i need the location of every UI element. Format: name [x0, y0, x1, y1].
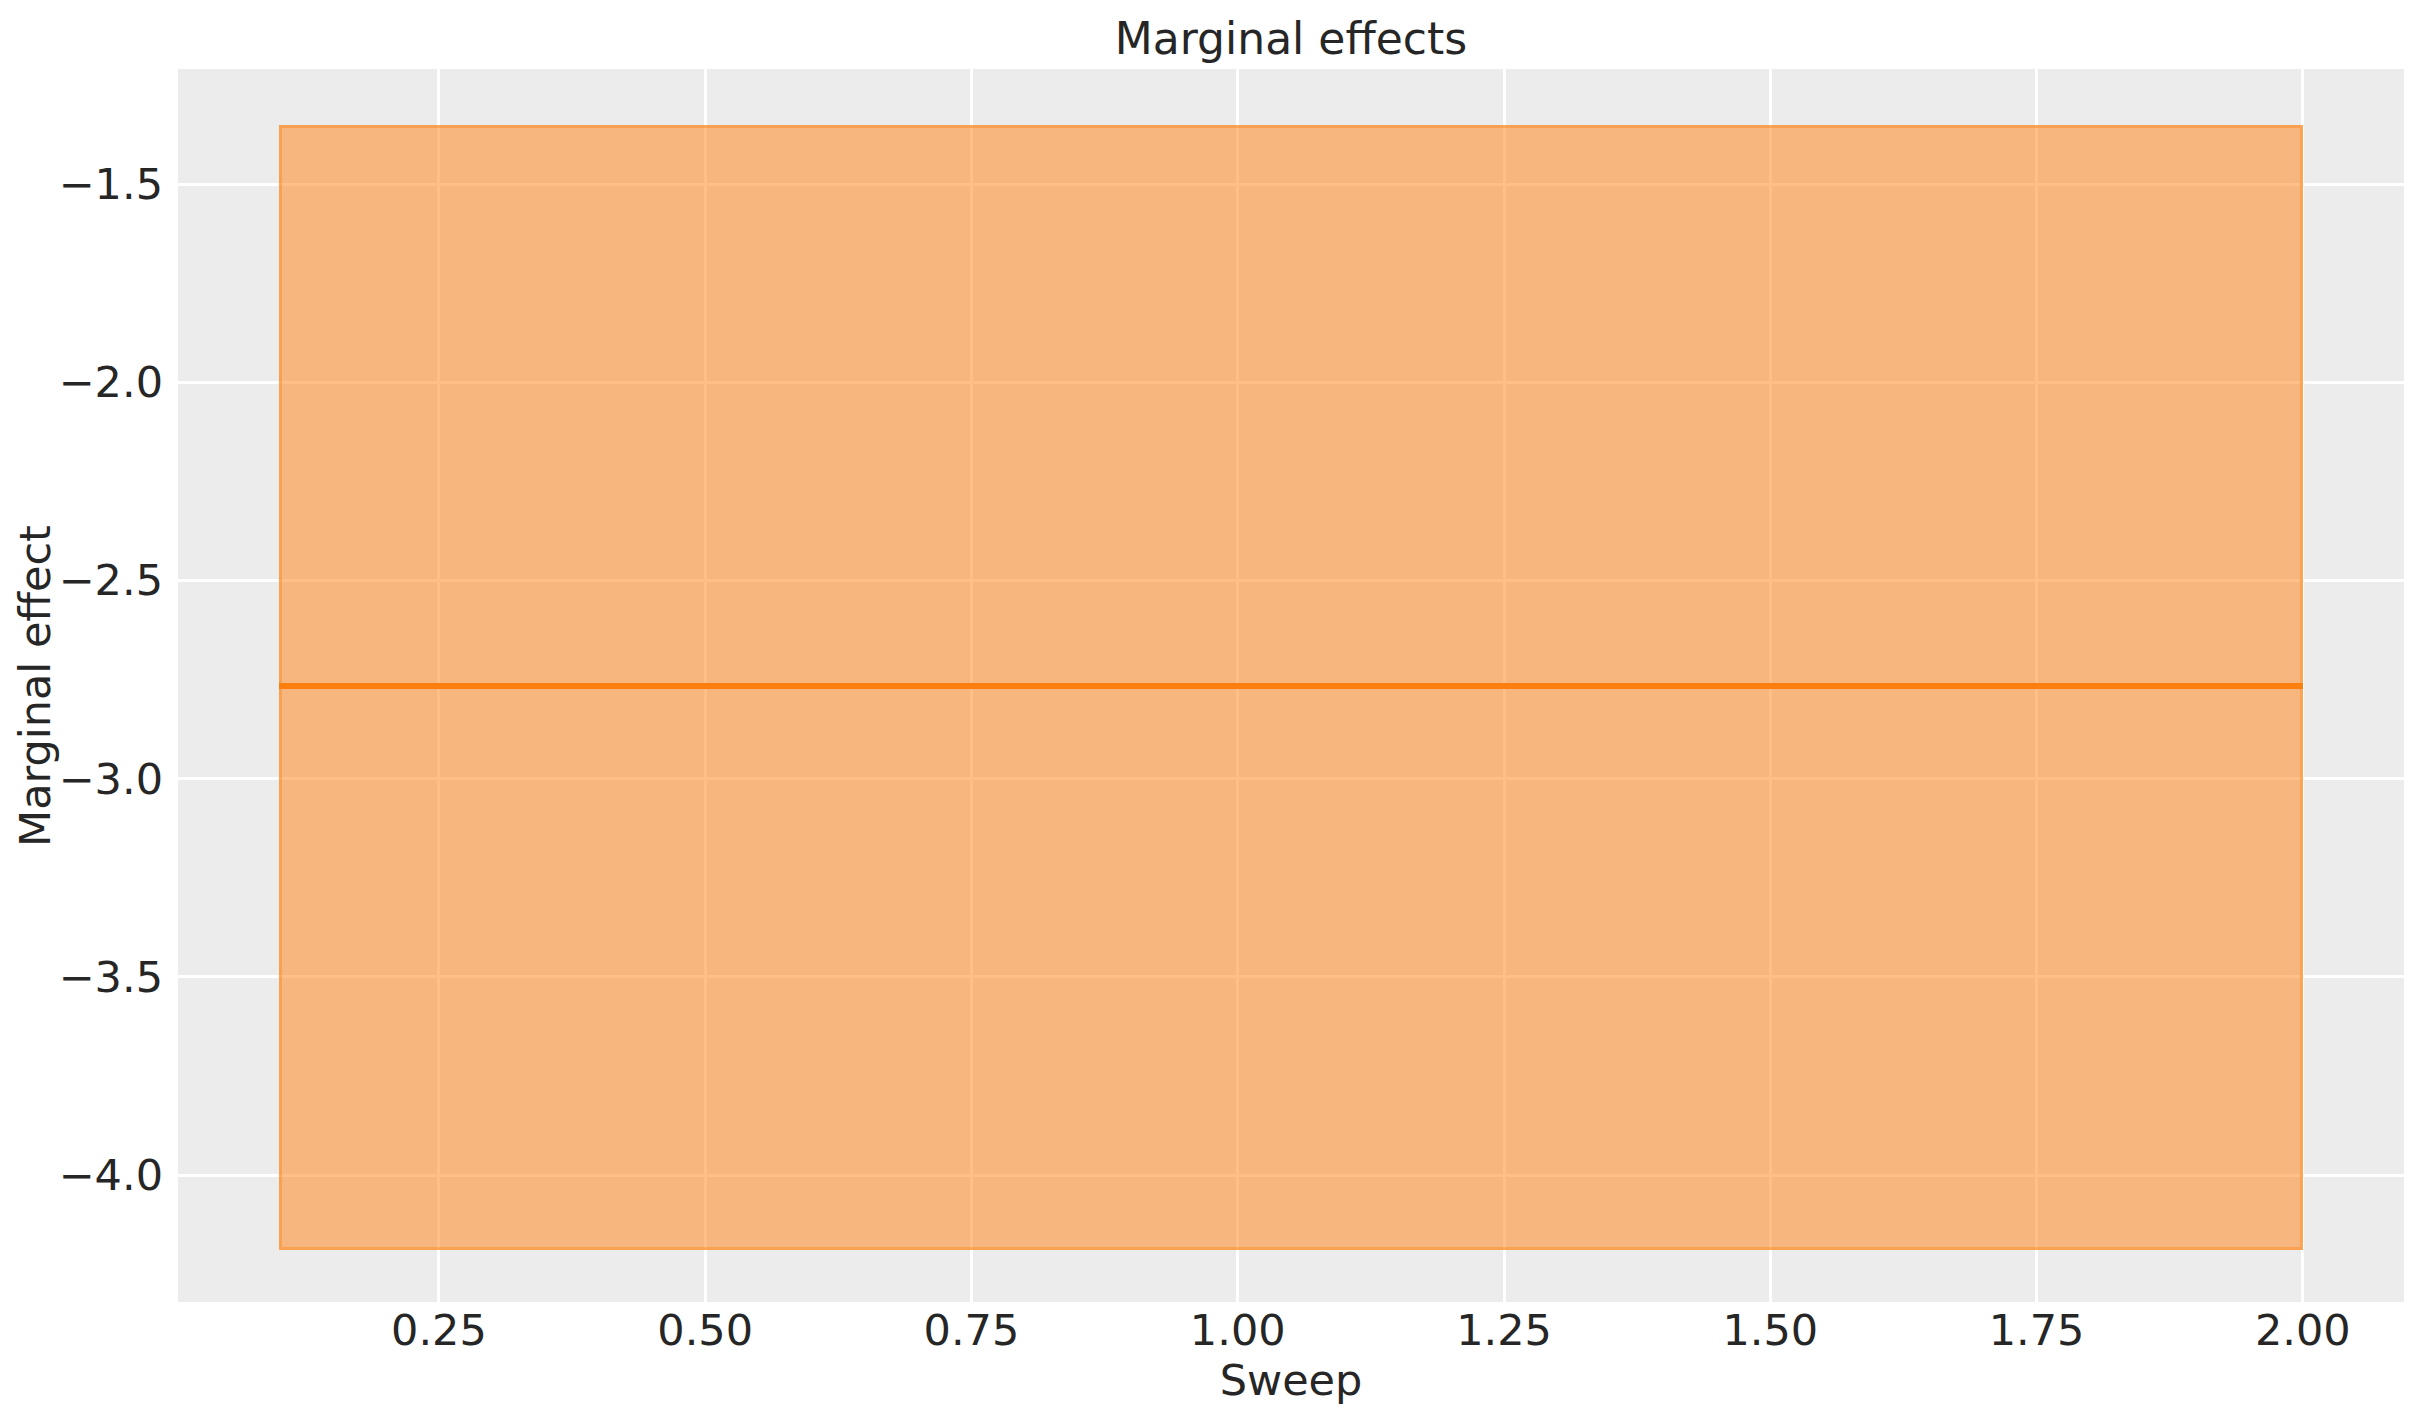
x-axis-label: Sweep	[1220, 1359, 1363, 1402]
x-tick-label: 0.50	[657, 1309, 753, 1352]
x-tick-label: 0.75	[924, 1309, 1020, 1352]
x-tick-label: 0.25	[391, 1309, 487, 1352]
x-tick-label: 2.00	[2255, 1309, 2351, 1352]
y-tick-label: −3.5	[59, 955, 163, 998]
y-tick-label: −2.5	[59, 559, 163, 602]
plot-area	[178, 69, 2404, 1302]
x-tick-label: 1.00	[1190, 1309, 1286, 1352]
y-tick-label: −3.0	[59, 757, 163, 800]
mean-line	[279, 683, 2303, 689]
x-tick-label: 1.25	[1456, 1309, 1552, 1352]
x-tick-label: 1.75	[1989, 1309, 2085, 1352]
y-tick-label: −2.0	[59, 361, 163, 404]
figure: 0.25 0.50 0.75 1.00 1.25 1.50 1.75 2.00 −1.5 −2.…	[0, 0, 2423, 1423]
y-tick-label: −4.0	[59, 1154, 163, 1197]
x-tick-label: 1.50	[1722, 1309, 1818, 1352]
y-axis-label: Marginal effect	[14, 525, 57, 847]
chart-title: Marginal effects	[1115, 17, 1467, 61]
y-tick-label: −1.5	[59, 163, 163, 206]
